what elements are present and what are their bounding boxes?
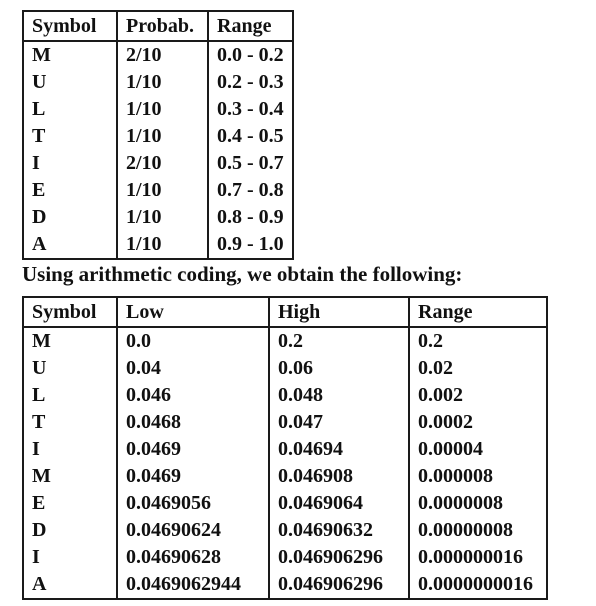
table-header-row: Symbol Low High Range — [23, 297, 547, 328]
header-high: High — [269, 297, 410, 328]
range-cell: 0.2 — [418, 330, 443, 352]
high-cell: 0.06 — [269, 355, 410, 382]
range-cell: 0.3 - 0.4 — [217, 98, 284, 120]
table-row: U 1/10 0.2 - 0.3 — [23, 69, 293, 96]
header-range: Range — [409, 297, 547, 328]
header-range: Range — [208, 11, 293, 42]
symbol-cell: A — [23, 571, 118, 599]
probability-cell: 1/10 — [117, 231, 209, 259]
low-cell: 0.0469056 — [117, 490, 270, 517]
range-cell: 0.002 — [418, 384, 463, 406]
probability-cell: 2/10 — [117, 150, 209, 177]
table-row: L 1/10 0.3 - 0.4 — [23, 96, 293, 123]
table-row: T 0.0468 0.047 0.0002 — [23, 409, 547, 436]
range-cell: 0.9 - 1.0 — [217, 233, 284, 255]
caption-text: Using arithmetic coding, we obtain the f… — [22, 262, 463, 286]
header-probability: Probab. — [117, 11, 209, 42]
high-cell: 0.047 — [269, 409, 410, 436]
table-row: U 0.04 0.06 0.02 — [23, 355, 547, 382]
table-row: M 0.0469 0.046908 0.000008 — [23, 463, 547, 490]
header-symbol: Symbol — [23, 11, 118, 42]
symbol-cell: I — [23, 544, 118, 571]
range-cell: 0.2 - 0.3 — [217, 71, 284, 93]
symbol-cell: L — [23, 382, 118, 409]
symbol-cell: D — [23, 204, 118, 231]
header-low: Low — [117, 297, 270, 328]
high-cell: 0.046906296 — [269, 571, 410, 599]
high-cell: 0.2 — [269, 327, 410, 355]
range-cell: 0.0000000016 — [418, 573, 533, 595]
high-cell: 0.04690632 — [269, 517, 410, 544]
table-row: E 1/10 0.7 - 0.8 — [23, 177, 293, 204]
range-cell: 0.00000008 — [418, 519, 513, 541]
probability-cell: 1/10 — [117, 123, 209, 150]
symbol-cell: E — [23, 490, 118, 517]
low-cell: 0.04 — [117, 355, 270, 382]
table-row: I 0.0469 0.04694 0.00004 — [23, 436, 547, 463]
range-cell: 0.000000016 — [418, 546, 523, 568]
arithmetic-coding-table: Symbol Low High Range M 0.0 0.2 0.2 U 0.… — [22, 296, 548, 600]
symbol-cell: D — [23, 517, 118, 544]
symbol-cell: M — [23, 463, 118, 490]
probability-cell: 1/10 — [117, 96, 209, 123]
table-row: A 0.0469062944 0.046906296 0.0000000016 — [23, 571, 547, 599]
range-cell: 0.0002 — [418, 411, 473, 433]
symbol-cell: T — [23, 123, 118, 150]
symbol-cell: U — [23, 355, 118, 382]
table-row: D 1/10 0.8 - 0.9 — [23, 204, 293, 231]
probability-cell: 2/10 — [117, 41, 209, 69]
low-cell: 0.0 — [117, 327, 270, 355]
low-cell: 0.0469062944 — [117, 571, 270, 599]
symbol-cell: M — [23, 327, 118, 355]
symbol-cell: M — [23, 41, 118, 69]
range-cell: 0.0000008 — [418, 492, 503, 514]
table-row: E 0.0469056 0.0469064 0.0000008 — [23, 490, 547, 517]
probability-cell: 1/10 — [117, 69, 209, 96]
symbol-cell: L — [23, 96, 118, 123]
low-cell: 0.0469 — [117, 436, 270, 463]
probability-cell: 1/10 — [117, 204, 209, 231]
symbol-cell: E — [23, 177, 118, 204]
table-row: T 1/10 0.4 - 0.5 — [23, 123, 293, 150]
range-cell: 0.00004 — [418, 438, 483, 460]
range-cell: 0.0 - 0.2 — [217, 44, 284, 66]
table-row: L 0.046 0.048 0.002 — [23, 382, 547, 409]
range-cell: 0.8 - 0.9 — [217, 206, 284, 228]
symbol-cell: I — [23, 150, 118, 177]
range-cell: 0.7 - 0.8 — [217, 179, 284, 201]
table-row: M 2/10 0.0 - 0.2 — [23, 41, 293, 69]
high-cell: 0.0469064 — [269, 490, 410, 517]
symbol-cell: T — [23, 409, 118, 436]
table-row: I 2/10 0.5 - 0.7 — [23, 150, 293, 177]
high-cell: 0.046906296 — [269, 544, 410, 571]
table-row: D 0.04690624 0.04690632 0.00000008 — [23, 517, 547, 544]
probability-cell: 1/10 — [117, 177, 209, 204]
low-cell: 0.0469 — [117, 463, 270, 490]
header-symbol: Symbol — [23, 297, 118, 328]
table-row: M 0.0 0.2 0.2 — [23, 327, 547, 355]
probability-table: Symbol Probab. Range M 2/10 0.0 - 0.2 U … — [22, 10, 294, 260]
low-cell: 0.04690628 — [117, 544, 270, 571]
table-row: I 0.04690628 0.046906296 0.000000016 — [23, 544, 547, 571]
range-cell: 0.5 - 0.7 — [217, 152, 284, 174]
range-cell: 0.4 - 0.5 — [217, 125, 284, 147]
low-cell: 0.0468 — [117, 409, 270, 436]
high-cell: 0.046908 — [269, 463, 410, 490]
table-row: A 1/10 0.9 - 1.0 — [23, 231, 293, 259]
table-header-row: Symbol Probab. Range — [23, 11, 293, 42]
symbol-cell: U — [23, 69, 118, 96]
low-cell: 0.04690624 — [117, 517, 270, 544]
symbol-cell: I — [23, 436, 118, 463]
high-cell: 0.04694 — [269, 436, 410, 463]
high-cell: 0.048 — [269, 382, 410, 409]
range-cell: 0.02 — [418, 357, 453, 379]
range-cell: 0.000008 — [418, 465, 493, 487]
symbol-cell: A — [23, 231, 118, 259]
low-cell: 0.046 — [117, 382, 270, 409]
